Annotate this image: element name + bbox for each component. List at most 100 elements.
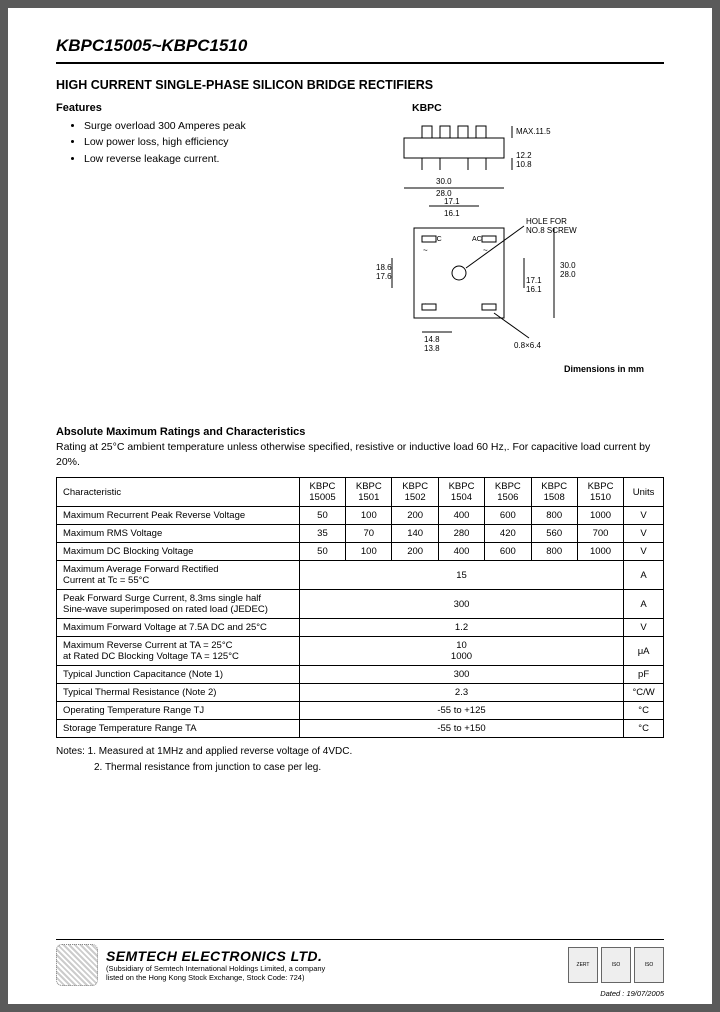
table-notes: Notes: 1. Measured at 1MHz and applied r…	[56, 744, 664, 776]
cell-value: 800	[531, 507, 577, 525]
company-name: SEMTECH ELECTRONICS LTD.	[106, 948, 560, 964]
top-section: Features Surge overload 300 Amperes peak…	[56, 102, 664, 374]
cell-unit: A	[624, 590, 664, 619]
cell-value: 50	[299, 507, 345, 525]
col-part: KBPC 1502	[392, 478, 438, 507]
cell-value: 70	[346, 525, 392, 543]
table-row: Maximum Recurrent Peak Reverse Voltage50…	[57, 507, 664, 525]
feature-item: Low power loss, high efficiency	[84, 134, 358, 150]
cell-value: 600	[485, 507, 531, 525]
col-part: KBPC 1506	[485, 478, 531, 507]
features-heading: Features	[56, 102, 358, 114]
table-header-row: Characteristic KBPC 15005 KBPC 1501 KBPC…	[57, 478, 664, 507]
col-characteristic: Characteristic	[57, 478, 300, 507]
cell-unit: °C	[624, 702, 664, 720]
svg-text:28.0: 28.0	[560, 270, 576, 279]
svg-text:0.8×6.4: 0.8×6.4	[514, 341, 541, 350]
col-part: KBPC 15005	[299, 478, 345, 507]
divider	[56, 62, 664, 64]
cell-unit: μA	[624, 637, 664, 666]
company-sub1: (Subsidiary of Semtech International Hol…	[106, 964, 560, 973]
table-row: Operating Temperature Range TJ-55 to +12…	[57, 702, 664, 720]
cell-value: 1000	[577, 543, 623, 561]
part-number: KBPC15005~KBPC1510	[56, 36, 664, 56]
cell-value: 50	[299, 543, 345, 561]
feature-item: Surge overload 300 Amperes peak	[84, 118, 358, 134]
svg-text:NO.8 SCREW: NO.8 SCREW	[526, 226, 577, 235]
cell-value: 560	[531, 525, 577, 543]
table-row: Maximum Forward Voltage at 7.5A DC and 2…	[57, 619, 664, 637]
cert-badges: ZERT ISO ISO	[568, 947, 664, 983]
cell-value: 200	[392, 543, 438, 561]
cert-icon: ISO	[601, 947, 631, 983]
cell-value: 35	[299, 525, 345, 543]
table-row: Peak Forward Surge Current, 8.3ms single…	[57, 590, 664, 619]
svg-text:18.6: 18.6	[376, 263, 392, 272]
page-title: HIGH CURRENT SINGLE-PHASE SILICON BRIDGE…	[56, 78, 664, 92]
cell-value: 700	[577, 525, 623, 543]
note-2: 2. Thermal resistance from junction to c…	[56, 760, 664, 776]
svg-text:10.8: 10.8	[516, 160, 532, 169]
table-row: Typical Junction Capacitance (Note 1)300…	[57, 666, 664, 684]
cell-value: -55 to +125	[299, 702, 623, 720]
cell-value: 400	[438, 543, 484, 561]
cell-value: 400	[438, 507, 484, 525]
cell-value: 2.3	[299, 684, 623, 702]
cell-characteristic: Peak Forward Surge Current, 8.3ms single…	[57, 590, 300, 619]
footer: SEMTECH ELECTRONICS LTD. (Subsidiary of …	[56, 939, 664, 986]
svg-text:16.1: 16.1	[444, 209, 460, 218]
cell-unit: °C	[624, 720, 664, 738]
cell-value: 800	[531, 543, 577, 561]
cell-unit: V	[624, 525, 664, 543]
cell-characteristic: Storage Temperature Range TA	[57, 720, 300, 738]
col-part: KBPC 1508	[531, 478, 577, 507]
ratings-table: Characteristic KBPC 15005 KBPC 1501 KBPC…	[56, 477, 664, 738]
svg-text:17.6: 17.6	[376, 272, 392, 281]
cell-characteristic: Operating Temperature Range TJ	[57, 702, 300, 720]
table-row: Maximum Reverse Current at TA = 25°C at …	[57, 637, 664, 666]
cell-value: 280	[438, 525, 484, 543]
svg-text:16.1: 16.1	[526, 285, 542, 294]
company-sub2: listed on the Hong Kong Stock Exchange, …	[106, 973, 560, 982]
cell-characteristic: Maximum RMS Voltage	[57, 525, 300, 543]
svg-text:AC: AC	[472, 236, 482, 243]
table-row: Typical Thermal Resistance (Note 2)2.3°C…	[57, 684, 664, 702]
col-part: KBPC 1504	[438, 478, 484, 507]
cell-unit: pF	[624, 666, 664, 684]
cert-icon: ISO	[634, 947, 664, 983]
cell-unit: V	[624, 507, 664, 525]
cert-icon: ZERT	[568, 947, 598, 983]
svg-text:MAX.11.5: MAX.11.5	[516, 127, 551, 136]
table-row: Maximum Average Forward Rectified Curren…	[57, 561, 664, 590]
ratings-note: Rating at 25°C ambient temperature unles…	[56, 440, 664, 469]
svg-text:13.8: 13.8	[424, 344, 440, 353]
cell-unit: °C/W	[624, 684, 664, 702]
cell-value: 300	[299, 590, 623, 619]
svg-text:17.1: 17.1	[444, 197, 460, 206]
cell-value: 15	[299, 561, 623, 590]
diagram-column: KBPC MAX.11.5 12.2	[374, 102, 664, 374]
col-part: KBPC 1510	[577, 478, 623, 507]
svg-text:14.8: 14.8	[424, 335, 440, 344]
svg-text:~: ~	[423, 246, 428, 255]
features-column: Features Surge overload 300 Amperes peak…	[56, 102, 358, 374]
datasheet-page: KBPC15005~KBPC1510 HIGH CURRENT SINGLE-P…	[8, 8, 712, 1004]
cell-value: 420	[485, 525, 531, 543]
svg-text:HOLE FOR: HOLE FOR	[526, 217, 567, 226]
col-units: Units	[624, 478, 664, 507]
feature-item: Low reverse leakage current.	[84, 151, 358, 167]
company-logo	[56, 944, 98, 986]
col-part: KBPC 1501	[346, 478, 392, 507]
footer-date: Dated : 19/07/2005	[600, 989, 664, 998]
cell-characteristic: Maximum Reverse Current at TA = 25°C at …	[57, 637, 300, 666]
features-list: Surge overload 300 Amperes peak Low powe…	[56, 118, 358, 167]
cell-characteristic: Typical Junction Capacitance (Note 1)	[57, 666, 300, 684]
cell-characteristic: Typical Thermal Resistance (Note 2)	[57, 684, 300, 702]
svg-text:17.1: 17.1	[526, 276, 542, 285]
table-row: Maximum RMS Voltage3570140280420560700V	[57, 525, 664, 543]
diagram-label: KBPC	[412, 102, 664, 114]
note-1: Notes: 1. Measured at 1MHz and applied r…	[56, 744, 664, 760]
cell-value: 10 1000	[299, 637, 623, 666]
cell-value: 1.2	[299, 619, 623, 637]
svg-text:30.0: 30.0	[560, 261, 576, 270]
